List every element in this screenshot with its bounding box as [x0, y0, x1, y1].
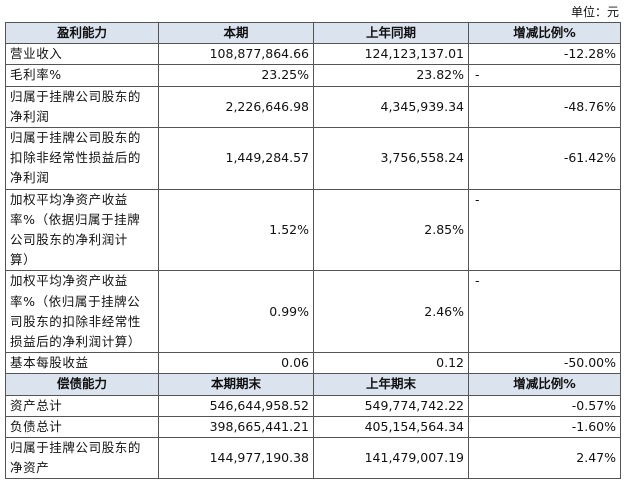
data-row: 基本每股收益 0.06 0.12 -50.00%: [5, 352, 621, 375]
value-cell: 23.25%: [158, 64, 314, 87]
value-cell: 1.52%: [158, 188, 314, 272]
value-cell: -50.00%: [468, 352, 621, 375]
row-label: 毛利率%: [5, 64, 159, 87]
data-row: 负债总计 398,665,441.21 405,154,564.34 -1.60%: [5, 415, 621, 439]
data-row: 加权平均净资产收益 率%（依据归属于挂牌 公司股东的净利润计 算） 1.52% 2.85%…: [5, 188, 621, 272]
row-label-line: 毛利率%: [10, 67, 62, 83]
value-cell: 23.82%: [313, 64, 469, 87]
row-label: 加权平均净资产收益 率%（依据归属于挂牌 公司股东的净利润计 算）: [5, 188, 159, 272]
value-cell: -12.28%: [468, 43, 621, 66]
header-cell: 上年同期: [313, 21, 469, 45]
value-cell: 0.12: [313, 352, 469, 375]
header-cell: 增减比例%: [468, 373, 621, 396]
row-label: 基本每股收益: [5, 352, 159, 375]
row-label-line: 司股东的扣除非经常性: [10, 313, 142, 329]
header-cell: 盈利能力: [5, 21, 159, 45]
row-label-line: 资产总计: [10, 397, 63, 413]
value-cell: 124,123,137.01: [313, 43, 469, 66]
header-cell: 偿债能力: [5, 373, 159, 396]
row-label-line: 损益后的净利润计算）: [10, 334, 142, 350]
row-label-line: 净利润: [10, 108, 50, 124]
row-label-line: 归属于挂牌公司股东的: [10, 88, 142, 104]
row-label: 营业收入: [5, 43, 159, 66]
data-row: 营业收入 108,877,864.66 124,123,137.01 -12.28%: [5, 43, 621, 66]
value-cell: 2.85%: [313, 188, 469, 272]
row-label: 归属于挂牌公司股东的 扣除非经常性损益后的 净利润: [5, 127, 159, 190]
value-cell: 1,449,284.57: [158, 127, 314, 190]
value-cell: -48.76%: [468, 85, 621, 129]
row-label-line: 率%（依据归属于挂牌: [10, 211, 141, 227]
header-cell: 本期期末: [158, 373, 314, 396]
value-cell: 0.06: [158, 352, 314, 375]
row-label-line: 归属于挂牌公司股东的: [10, 130, 142, 146]
row-label-line: 归属于挂牌公司股东的: [10, 440, 142, 456]
value-cell: -1.60%: [468, 415, 621, 439]
value-cell: 2.46%: [313, 270, 469, 354]
row-label-line: 算）: [10, 252, 37, 268]
table-body: 盈利能力 本期 上年同期 增减比例% 营业收入 108,877,864.66 124,123…: [5, 21, 621, 480]
header-cell: 增减比例%: [468, 21, 621, 45]
header-cell: 本期: [158, 21, 314, 45]
value-cell: 4,345,939.34: [313, 85, 469, 129]
header-row: 盈利能力 本期 上年同期 增减比例%: [5, 21, 621, 45]
row-label-line: 基本每股收益: [10, 355, 89, 371]
value-cell: 405,154,564.34: [313, 415, 469, 439]
value-cell: -61.42%: [468, 127, 621, 190]
data-row: 资产总计 546,644,958.52 549,774,742.22 -0.57%: [5, 394, 621, 417]
data-row: 归属于挂牌公司股东的 净利润 2,226,646.98 4,345,939.34 -48…: [5, 85, 621, 129]
data-row: 毛利率% 23.25% 23.82% -: [5, 64, 621, 87]
value-cell: 2.47%: [468, 437, 621, 480]
value-cell: -: [468, 270, 621, 354]
row-label-line: 加权平均净资产收益: [10, 191, 128, 207]
value-cell: 549,774,742.22: [313, 394, 469, 417]
header-cell: 上年期末: [313, 373, 469, 396]
value-cell: -0.57%: [468, 394, 621, 417]
value-cell: 144,977,190.38: [158, 437, 314, 480]
row-label-line: 公司股东的净利润计: [10, 232, 128, 248]
data-row: 加权平均净资产收益 率%（依归属于挂牌公 司股东的扣除非经常性 损益后的净利润计算） 0…: [5, 270, 621, 354]
value-cell: 141,479,007.19: [313, 437, 469, 480]
row-label: 负债总计: [5, 415, 159, 439]
row-label-line: 率%（依归属于挂牌公: [10, 293, 141, 309]
value-cell: 398,665,441.21: [158, 415, 314, 439]
row-label-line: 营业收入: [10, 46, 63, 62]
data-row: 归属于挂牌公司股东的 净资产 144,977,190.38 141,479,007.1…: [5, 437, 621, 480]
unit-label: 单位：元: [570, 5, 619, 19]
row-label-line: 扣除非经常性损益后的: [10, 150, 142, 166]
row-label: 归属于挂牌公司股东的 净利润: [5, 85, 159, 129]
row-label: 加权平均净资产收益 率%（依归属于挂牌公 司股东的扣除非经常性 损益后的净利润计算）: [5, 270, 159, 354]
value-cell: 108,877,864.66: [158, 43, 314, 66]
row-label: 归属于挂牌公司股东的 净资产: [5, 437, 159, 480]
value-cell: 546,644,958.52: [158, 394, 314, 417]
row-label-line: 加权平均净资产收益: [10, 273, 128, 289]
data-row: 归属于挂牌公司股东的 扣除非经常性损益后的 净利润 1,449,284.57 3,756…: [5, 127, 621, 190]
value-cell: 3,756,558.24: [313, 127, 469, 190]
row-label-line: 净利润: [10, 170, 50, 186]
value-cell: -: [468, 188, 621, 272]
row-label-line: 净资产: [10, 460, 50, 476]
row-label: 资产总计: [5, 394, 159, 417]
value-cell: -: [468, 64, 621, 87]
financial-table: 盈利能力 本期 上年同期 增减比例% 营业收入 108,877,864.66 124,123…: [5, 21, 621, 480]
value-cell: 2,226,646.98: [158, 85, 314, 129]
row-label-line: 负债总计: [10, 418, 63, 434]
header-row: 偿债能力 本期期末 上年期末 增减比例%: [5, 373, 621, 396]
value-cell: 0.99%: [158, 270, 314, 354]
